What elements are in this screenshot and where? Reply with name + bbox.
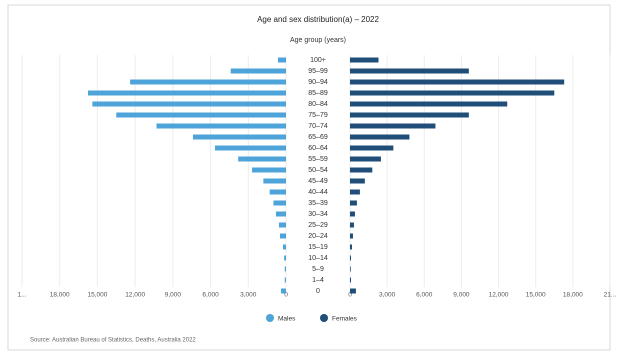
source: Source: Australian Bureau of Statistics,… (30, 338, 196, 344)
legend-marker (320, 314, 328, 322)
card (7, 4, 611, 351)
bar (238, 156, 286, 162)
bar (116, 112, 287, 118)
bar (350, 68, 469, 74)
bar (192, 134, 286, 140)
category-label: 90–94 (308, 79, 328, 86)
x-tick-label: 12,000 (125, 292, 145, 299)
category-label: 20–24 (308, 233, 328, 240)
x-tick-label: 3,000 (240, 292, 257, 299)
x-tick-label: 9,000 (165, 292, 182, 299)
x-tick-label: 6,000 (202, 292, 219, 299)
x-tick-label: 12,000 (489, 292, 509, 299)
bar (350, 134, 410, 140)
bar (214, 145, 286, 151)
bar (350, 255, 351, 261)
bar (350, 222, 354, 228)
x-tick-label: 21... (604, 292, 617, 299)
x-tick-label: 15,000 (87, 292, 107, 299)
bar (279, 233, 286, 239)
category-label: 10–14 (308, 255, 328, 262)
bar (130, 79, 286, 85)
x-tick-label: 18,000 (50, 292, 70, 299)
x-tick-label: 0 (348, 292, 352, 299)
category-label: 0 (316, 288, 320, 295)
x-tick-label: 0 (284, 292, 288, 299)
category-label: 70–74 (308, 123, 328, 130)
bar (350, 288, 356, 294)
x-tick-label: 18,000 (563, 292, 583, 299)
bar (275, 211, 286, 217)
x-tick-label: 6,000 (416, 292, 433, 299)
category-label: 85–89 (308, 90, 328, 97)
bar (350, 90, 555, 96)
axis-label: Age group (years) (290, 37, 346, 44)
bar (88, 90, 286, 96)
bar (92, 101, 287, 107)
bar (350, 79, 565, 85)
category-label: 1–4 (312, 277, 324, 284)
bar (284, 255, 286, 261)
category-label: 50–54 (308, 167, 328, 174)
x-tick-label: 15,000 (526, 292, 546, 299)
bar (277, 57, 286, 63)
bar (350, 189, 360, 195)
bar (350, 112, 469, 118)
bar (284, 277, 286, 283)
chart-title: Age and sex distribution(a) – 2022 (257, 15, 379, 24)
category-label: 75–79 (308, 112, 328, 119)
bar (156, 123, 286, 129)
bar (282, 244, 286, 250)
bar (252, 167, 286, 173)
bar (350, 57, 379, 63)
category-label: 55–59 (308, 156, 328, 163)
bar (350, 178, 365, 184)
bar (263, 178, 286, 184)
category-label: 65–69 (308, 134, 328, 141)
bar (350, 145, 394, 151)
bar (350, 244, 352, 250)
category-label: 15–19 (308, 244, 328, 251)
bar (350, 200, 357, 206)
bar (350, 123, 436, 129)
bar (284, 266, 286, 272)
bar (350, 233, 353, 239)
bar (350, 277, 351, 283)
x-tick-label: 3,000 (379, 292, 396, 299)
category-label: 45–49 (308, 178, 328, 185)
category-label: 60–64 (308, 145, 328, 152)
x-tick-label: 1... (17, 292, 26, 299)
legend-marker (266, 314, 274, 322)
category-label: 80–84 (308, 101, 328, 108)
bar (269, 189, 286, 195)
bar (350, 266, 351, 272)
bar (350, 101, 508, 107)
category-label: 35–39 (308, 200, 328, 207)
bar (280, 288, 286, 294)
legend-label: Females (332, 316, 358, 323)
bar (230, 68, 286, 74)
bar (278, 222, 286, 228)
bar (350, 211, 355, 217)
legend-label: Males (278, 316, 296, 323)
category-label: 5–9 (312, 266, 324, 273)
category-label: 95–99 (308, 68, 328, 75)
bar (350, 156, 381, 162)
bar (350, 167, 373, 173)
category-label: 30–34 (308, 211, 328, 218)
x-tick-label: 9,000 (453, 292, 470, 299)
category-label: 25–29 (308, 222, 328, 229)
category-label: 100+ (310, 57, 326, 64)
bar (273, 200, 286, 206)
category-label: 40–44 (308, 189, 328, 196)
